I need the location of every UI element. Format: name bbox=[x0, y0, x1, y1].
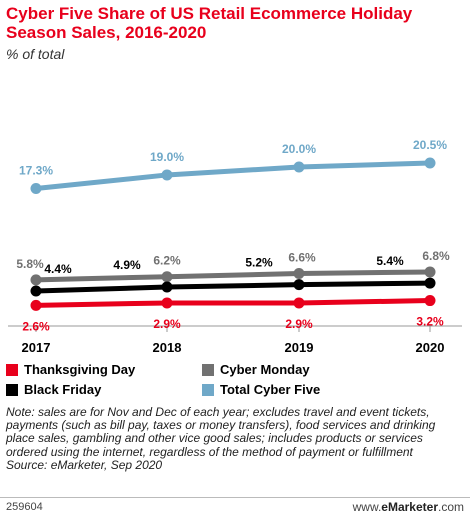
data-label-thanksgiving: 2.6% bbox=[22, 319, 50, 333]
footer: 259604 www.eMarketer.com bbox=[0, 497, 470, 518]
data-point-thanksgiving bbox=[424, 295, 436, 307]
legend-label-total: Total Cyber Five bbox=[220, 382, 321, 397]
data-label-cyber-monday: 6.6% bbox=[288, 251, 316, 265]
data-point-total bbox=[161, 169, 173, 181]
series-line-thanksgiving bbox=[35, 298, 431, 308]
data-point-thanksgiving bbox=[30, 299, 42, 311]
data-point-cyber-monday bbox=[293, 268, 305, 280]
data-label-black-friday: 4.9% bbox=[113, 258, 141, 272]
data-point-black-friday bbox=[30, 285, 42, 297]
x-tick-label: 2020 bbox=[416, 340, 445, 355]
chart-subtitle: % of total bbox=[6, 46, 65, 62]
data-point-black-friday bbox=[424, 277, 436, 289]
data-point-cyber-monday bbox=[424, 266, 436, 278]
series-line-cyber-monday bbox=[35, 269, 431, 283]
legend: Thanksgiving Day Cyber Monday Black Frid… bbox=[6, 362, 464, 402]
x-tick-label: 2017 bbox=[22, 340, 51, 355]
brand-suffix: .com bbox=[437, 500, 464, 514]
data-label-cyber-monday: 6.2% bbox=[153, 254, 181, 268]
legend-item-thanksgiving: Thanksgiving Day bbox=[6, 362, 135, 377]
legend-label-thanksgiving: Thanksgiving Day bbox=[24, 362, 136, 377]
data-label-thanksgiving: 3.2% bbox=[416, 315, 444, 329]
data-label-total: 20.5% bbox=[413, 138, 447, 152]
data-label-thanksgiving: 2.9% bbox=[285, 317, 313, 331]
data-label-cyber-monday: 6.8% bbox=[422, 249, 450, 263]
series-line-black-friday bbox=[35, 280, 431, 294]
data-point-total bbox=[293, 161, 305, 173]
data-label-black-friday: 4.4% bbox=[44, 262, 72, 276]
data-label-total: 17.3% bbox=[19, 163, 53, 177]
brand-prefix: www. bbox=[352, 500, 382, 514]
data-point-black-friday bbox=[161, 281, 173, 293]
data-label-total: 19.0% bbox=[150, 150, 184, 164]
legend-swatch-cyber-monday bbox=[202, 363, 214, 376]
legend-swatch-black-friday bbox=[6, 383, 18, 396]
legend-label-black-friday: Black Friday bbox=[24, 382, 102, 397]
legend-item-total: Total Cyber Five bbox=[202, 382, 320, 397]
data-label-total: 20.0% bbox=[282, 142, 316, 156]
data-point-total bbox=[424, 157, 436, 169]
data-point-cyber-monday bbox=[30, 274, 42, 286]
data-label-black-friday: 5.2% bbox=[245, 256, 273, 270]
data-label-black-friday: 5.4% bbox=[376, 254, 404, 268]
data-label-thanksgiving: 2.9% bbox=[153, 317, 181, 331]
chart-title: Cyber Five Share of US Retail Ecommerce … bbox=[6, 4, 413, 42]
data-point-thanksgiving bbox=[161, 297, 173, 309]
data-point-thanksgiving bbox=[293, 297, 305, 309]
chart-id: 259604 bbox=[6, 501, 43, 513]
chart-note: Note: sales are for Nov and Dec of each … bbox=[6, 405, 466, 472]
legend-item-black-friday: Black Friday bbox=[6, 382, 101, 397]
data-point-total bbox=[30, 182, 42, 194]
note-text: Note: sales are for Nov and Dec of each … bbox=[6, 405, 436, 459]
data-point-black-friday bbox=[293, 279, 305, 291]
x-tick-label: 2018 bbox=[153, 340, 182, 355]
legend-item-cyber-monday: Cyber Monday bbox=[202, 362, 310, 377]
series-line-total bbox=[35, 160, 431, 191]
brand-name: eMarketer bbox=[381, 500, 438, 514]
data-point-cyber-monday bbox=[161, 271, 173, 283]
legend-label-cyber-monday: Cyber Monday bbox=[220, 362, 310, 377]
brand-link[interactable]: www.eMarketer.com bbox=[353, 500, 464, 514]
x-tick-label: 2019 bbox=[285, 340, 314, 355]
line-chart: 2017 2018 2019 2020 2.6% 2.9% 2.9% 3.2% 5.8% 6.2%… bbox=[8, 138, 462, 355]
source-text: Source: eMarketer, Sep 2020 bbox=[6, 457, 163, 472]
legend-swatch-total bbox=[202, 383, 214, 396]
legend-swatch-thanksgiving bbox=[6, 363, 18, 376]
data-label-cyber-monday: 5.8% bbox=[16, 257, 44, 271]
